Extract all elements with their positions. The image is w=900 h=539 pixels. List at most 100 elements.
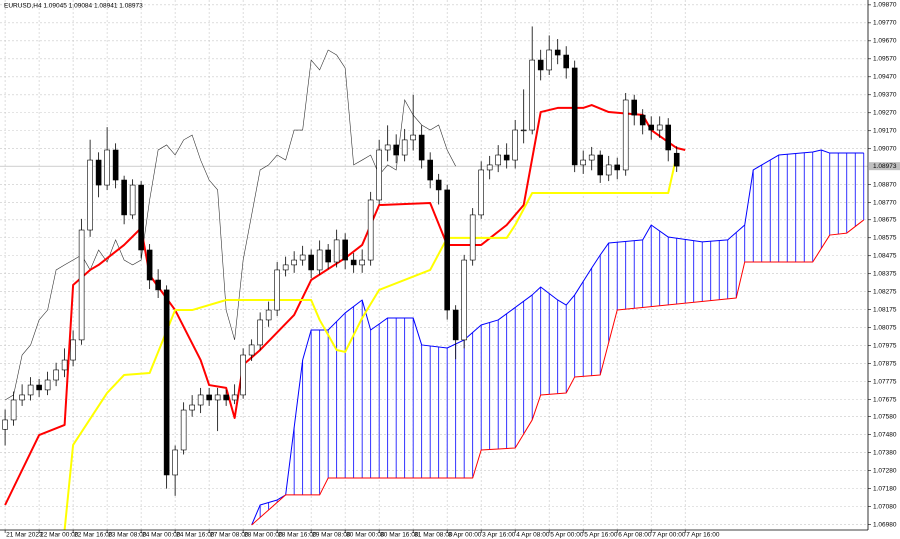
y-tick-label: 1.09570 bbox=[873, 56, 897, 63]
span-a bbox=[251, 149, 864, 526]
candle-body bbox=[452, 309, 459, 341]
y-tick-label: 1.07080 bbox=[873, 503, 897, 510]
candle-body bbox=[393, 144, 399, 156]
candle-body bbox=[614, 164, 621, 171]
candle-body bbox=[10, 399, 17, 421]
candle-body bbox=[121, 179, 127, 216]
x-tick-label: 27 Mar 08:00 bbox=[210, 532, 249, 539]
candle-body bbox=[70, 339, 76, 361]
candle-body bbox=[189, 404, 195, 411]
x-tick-label: 3 Apr 16:00 bbox=[482, 532, 516, 539]
candle-body bbox=[512, 129, 518, 161]
y-tick-label: 1.07675 bbox=[873, 396, 897, 403]
candle-body bbox=[605, 164, 612, 176]
candle-body bbox=[44, 379, 51, 391]
candle-body bbox=[571, 67, 578, 166]
x-tick-label: 28 Mar 00:00 bbox=[244, 532, 283, 539]
candle-body bbox=[248, 344, 255, 356]
candle-body bbox=[461, 259, 467, 341]
y-tick-label: 1.09070 bbox=[873, 145, 897, 152]
cloud bbox=[251, 149, 865, 526]
x-tick-label: 24 Mar 00:00 bbox=[142, 532, 181, 539]
candle-body bbox=[537, 59, 544, 71]
candle-body bbox=[325, 249, 331, 263]
y-tick-label: 1.07480 bbox=[873, 431, 897, 438]
x-tick-label: 3 Apr 00:00 bbox=[448, 532, 482, 539]
candle-body bbox=[673, 152, 680, 167]
candle-body bbox=[529, 59, 535, 131]
y-tick-label: 1.07580 bbox=[873, 413, 897, 420]
x-tick-label: 4 Apr 08:00 bbox=[516, 532, 550, 539]
y-tick-label: 1.08675 bbox=[873, 216, 897, 223]
candle-body bbox=[27, 384, 34, 396]
y-tick-label: 1.08175 bbox=[873, 306, 897, 313]
y-tick-label: 1.08870 bbox=[873, 181, 897, 188]
x-tick-label: 29 Mar 08:00 bbox=[312, 532, 351, 539]
x-tick-label: 7 Apr 16:00 bbox=[686, 532, 720, 539]
x-tick-label: 21 Mar 2023 bbox=[6, 532, 43, 539]
candle-body bbox=[257, 319, 263, 346]
y-tick-label: 1.09270 bbox=[873, 109, 897, 116]
candle-body bbox=[231, 394, 238, 401]
y-tick-label: 1.08075 bbox=[873, 324, 897, 331]
y-tick-label: 1.09470 bbox=[873, 74, 897, 81]
y-tick-label: 1.09770 bbox=[873, 20, 897, 27]
candle-body bbox=[240, 354, 246, 396]
indicator-line bbox=[4, 104, 686, 506]
x-tick-label: 22 Mar 00:00 bbox=[40, 532, 79, 539]
x-tick-label: 7 Apr 00:00 bbox=[652, 532, 686, 539]
candle-body bbox=[656, 124, 663, 131]
candle-body bbox=[350, 259, 357, 266]
x-tick-label: 30 Mar 16:00 bbox=[380, 532, 419, 539]
candle-body bbox=[112, 149, 119, 181]
candle-body bbox=[180, 409, 187, 451]
candles bbox=[2, 26, 680, 496]
span-b bbox=[251, 219, 865, 526]
y-tick-label: 1.08275 bbox=[873, 288, 897, 295]
candle-body bbox=[520, 129, 527, 132]
y-tick-label: 1.07975 bbox=[873, 342, 897, 349]
candle-body bbox=[554, 49, 561, 56]
x-tick-label: 31 Mar 08:00 bbox=[414, 532, 453, 539]
candle-body bbox=[478, 169, 484, 216]
current-price-label: 1.08973 bbox=[873, 163, 897, 170]
candle-body bbox=[469, 214, 476, 261]
x-tick-label: 5 Apr 00:00 bbox=[550, 532, 584, 539]
candle-body bbox=[291, 259, 297, 266]
candle-body bbox=[427, 159, 433, 181]
y-tick-label: 1.08770 bbox=[873, 199, 897, 206]
candle-body bbox=[138, 184, 144, 251]
candle-body bbox=[631, 99, 638, 116]
x-tick-label: 5 Apr 16:00 bbox=[584, 532, 618, 539]
y-tick-label: 1.07775 bbox=[873, 378, 897, 385]
candle-body bbox=[648, 124, 655, 131]
candle-body bbox=[104, 149, 110, 186]
candle-body bbox=[333, 239, 340, 263]
candle-body bbox=[435, 179, 442, 191]
candle-body bbox=[2, 419, 8, 430]
x-tick-label: 24 Mar 16:00 bbox=[176, 532, 215, 539]
candle-body bbox=[274, 269, 280, 311]
candle-body bbox=[622, 99, 629, 171]
y-tick-label: 1.08475 bbox=[873, 252, 897, 259]
current-price-box bbox=[869, 162, 900, 171]
x-tick-label: 22 Mar 16:00 bbox=[74, 532, 113, 539]
y-tick-label: 1.09370 bbox=[873, 91, 897, 98]
y-tick-label: 1.07180 bbox=[873, 485, 897, 492]
candle-body bbox=[563, 54, 569, 69]
candle-body bbox=[78, 229, 85, 341]
candle-body bbox=[486, 164, 493, 171]
y-tick-label: 1.09870 bbox=[873, 2, 897, 9]
candle-body bbox=[342, 239, 348, 261]
y-tick-label: 1.07875 bbox=[873, 360, 897, 367]
candle-body bbox=[444, 189, 450, 311]
candle-body bbox=[172, 449, 178, 476]
x-tick-label: 28 Mar 16:00 bbox=[278, 532, 317, 539]
candle-body bbox=[53, 369, 59, 381]
candle-body bbox=[265, 309, 272, 321]
y-tick-label: 1.08375 bbox=[873, 270, 897, 277]
candle-body bbox=[316, 249, 323, 271]
candle-body bbox=[401, 139, 408, 156]
